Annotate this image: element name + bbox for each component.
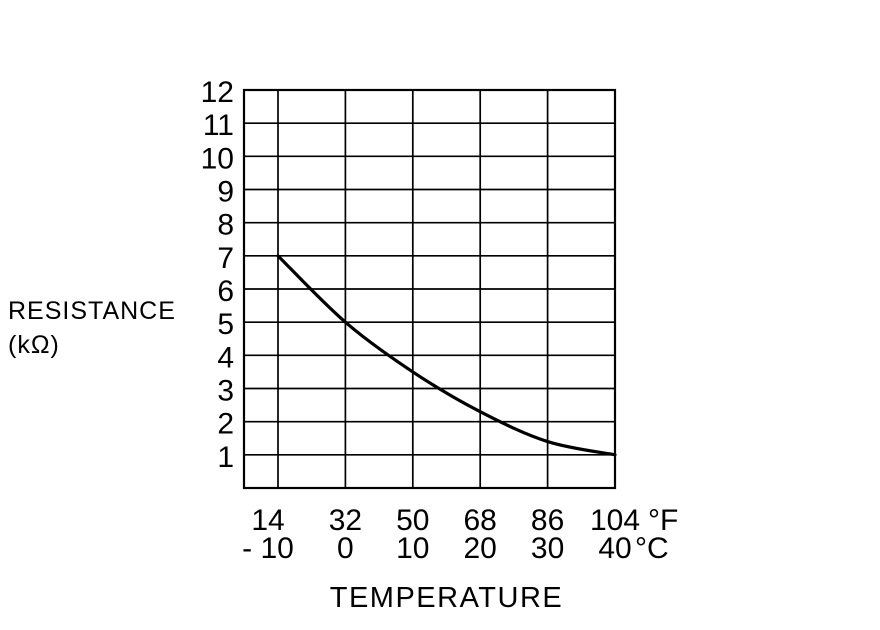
x-tick-label-celsius: 20 [464,532,497,565]
x-tick-label-celsius: 30 [531,532,564,565]
x-axis-unit-fahrenheit: °F [648,504,678,537]
x-tick-label-celsius: 0 [337,532,354,565]
y-tick-label: 3 [217,375,234,408]
y-tick-label: 11 [203,109,234,142]
y-tick-label: 6 [217,275,234,308]
x-tick-label-fahrenheit: 32 [329,504,362,537]
y-tick-label: 5 [217,308,234,341]
x-axis-title: TEMPERATURE [329,582,564,614]
y-tick-label: 2 [217,408,234,441]
y-tick-label: 10 [201,142,234,175]
resistance-curve [276,254,617,457]
y-tick-label: 12 [201,76,234,109]
x-tick-label-fahrenheit: 104 [590,504,640,537]
y-tick-label: 9 [217,176,234,209]
x-tick-label-fahrenheit: 50 [396,504,429,537]
y-tick-label: 8 [217,209,234,242]
x-tick-label-celsius: 40 [598,532,631,565]
plot-border [242,88,617,490]
y-axis-title: RESISTANCE (kΩ) [8,294,176,362]
x-tick-label-celsius: - 10 [242,532,294,565]
x-tick-label-fahrenheit: 86 [531,504,564,537]
y-tick-label: 7 [217,242,234,275]
y-axis-title-line2: (kΩ) [8,331,60,359]
x-tick-label-fahrenheit: 14 [251,504,284,537]
x-tick-label-fahrenheit: 68 [464,504,497,537]
y-axis-title-line1: RESISTANCE [8,297,176,325]
y-tick-label: 4 [217,341,234,374]
y-tick-label: 1 [217,441,234,474]
x-axis-unit-celsius: °C [635,532,669,565]
x-tick-label-celsius: 10 [396,532,429,565]
